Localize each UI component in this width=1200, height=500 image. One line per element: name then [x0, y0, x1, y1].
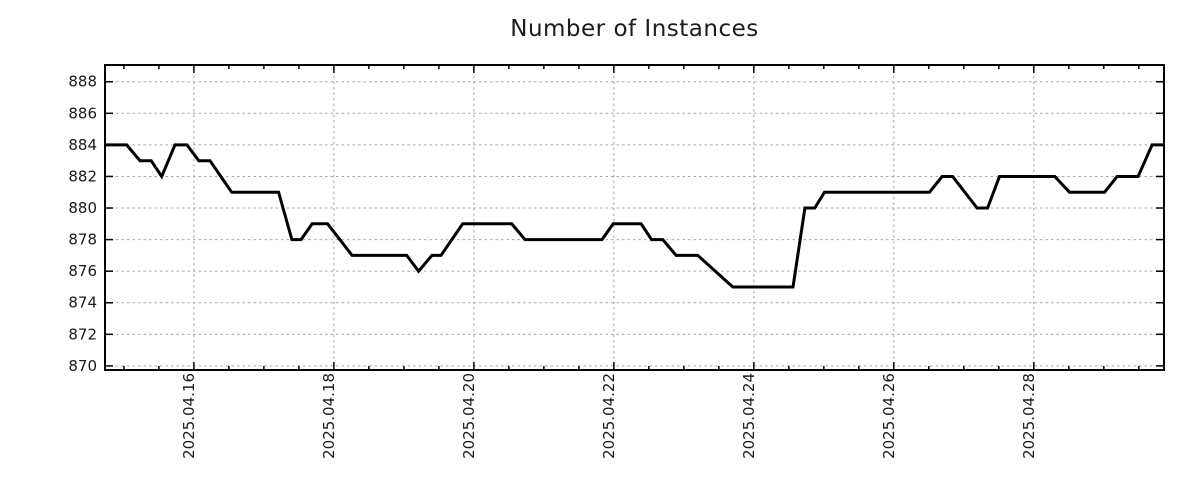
y-tick-label: 884	[68, 136, 97, 154]
x-tick-label: 2025.04.22	[600, 373, 618, 459]
y-tick-label: 888	[68, 73, 97, 91]
y-tick-label: 870	[68, 357, 97, 375]
y-tick-label: 878	[68, 231, 97, 249]
y-tick-label: 880	[68, 199, 97, 217]
y-tick-label: 882	[68, 167, 97, 185]
series-line-instances	[105, 143, 1164, 289]
x-tick-label: 2025.04.16	[180, 373, 198, 459]
grid-lines	[105, 65, 1164, 370]
x-tick-label: 2025.04.24	[740, 373, 758, 459]
axis-ticks	[105, 65, 1164, 370]
y-tick-label: 876	[68, 262, 97, 280]
y-tick-labels: 870 872 874 876 878 880 882 884 886 888	[68, 73, 97, 375]
y-tick-label: 874	[68, 294, 97, 312]
y-tick-label: 872	[68, 325, 97, 343]
x-tick-label: 2025.04.20	[460, 373, 478, 459]
chart-title: Number of Instances	[510, 16, 759, 42]
y-tick-label: 886	[68, 104, 97, 122]
x-tick-label: 2025.04.26	[880, 373, 898, 459]
x-tick-labels: 2025.04.16 2025.04.18 2025.04.20 2025.04.22…	[180, 373, 1038, 459]
x-tick-label: 2025.04.28	[1020, 373, 1038, 459]
x-tick-label: 2025.04.18	[320, 373, 338, 459]
plot-border	[104, 64, 1165, 371]
